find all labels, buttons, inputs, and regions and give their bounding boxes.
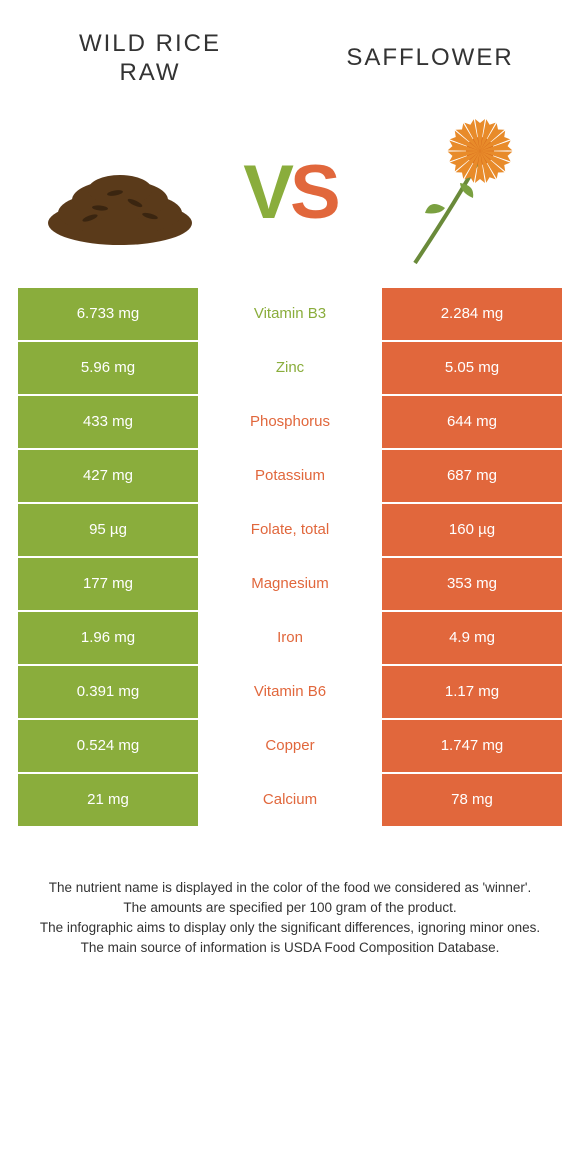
table-row: 5.96 mgZinc5.05 mg (18, 342, 562, 394)
nutrient-name-cell: Potassium (200, 450, 380, 502)
left-value-cell: 0.391 mg (18, 666, 198, 718)
right-value-cell: 78 mg (382, 774, 562, 826)
table-row: 177 mgMagnesium353 mg (18, 558, 562, 610)
header: Wild rice raw Safflower (0, 0, 580, 108)
right-value-cell: 1.747 mg (382, 720, 562, 772)
left-value-cell: 177 mg (18, 558, 198, 610)
wild-rice-icon (40, 138, 200, 248)
vs-v: V (243, 150, 290, 235)
nutrient-name-cell: Copper (200, 720, 380, 772)
table-row: 95 µgFolate, total160 µg (18, 504, 562, 556)
footer-line-1: The nutrient name is displayed in the co… (30, 878, 550, 898)
right-value-cell: 2.284 mg (382, 288, 562, 340)
left-value-cell: 5.96 mg (18, 342, 198, 394)
table-row: 0.524 mgCopper1.747 mg (18, 720, 562, 772)
right-value-cell: 687 mg (382, 450, 562, 502)
nutrient-name-cell: Zinc (200, 342, 380, 394)
right-food-image (380, 128, 540, 258)
left-food-title: Wild rice raw (50, 30, 250, 88)
left-food-image (40, 128, 200, 258)
right-value-cell: 644 mg (382, 396, 562, 448)
nutrient-name-cell: Folate, total (200, 504, 380, 556)
left-value-cell: 6.733 mg (18, 288, 198, 340)
right-value-cell: 4.9 mg (382, 612, 562, 664)
vs-label: VS (243, 149, 336, 236)
left-value-cell: 433 mg (18, 396, 198, 448)
safflower-icon (385, 113, 535, 273)
left-value-cell: 21 mg (18, 774, 198, 826)
right-value-cell: 160 µg (382, 504, 562, 556)
right-value-cell: 1.17 mg (382, 666, 562, 718)
table-row: 21 mgCalcium78 mg (18, 774, 562, 826)
footer-notes: The nutrient name is displayed in the co… (0, 828, 580, 959)
table-row: 0.391 mgVitamin B61.17 mg (18, 666, 562, 718)
footer-line-2: The amounts are specified per 100 gram o… (30, 898, 550, 918)
table-row: 427 mgPotassium687 mg (18, 450, 562, 502)
nutrient-name-cell: Phosphorus (200, 396, 380, 448)
nutrient-name-cell: Magnesium (200, 558, 380, 610)
nutrient-name-cell: Vitamin B3 (200, 288, 380, 340)
vs-s: S (290, 150, 337, 235)
right-food-title: Safflower (330, 44, 530, 73)
nutrient-name-cell: Vitamin B6 (200, 666, 380, 718)
footer-line-4: The main source of information is USDA F… (30, 938, 550, 958)
left-value-cell: 427 mg (18, 450, 198, 502)
left-value-cell: 1.96 mg (18, 612, 198, 664)
table-row: 433 mgPhosphorus644 mg (18, 396, 562, 448)
nutrient-name-cell: Calcium (200, 774, 380, 826)
right-value-cell: 353 mg (382, 558, 562, 610)
left-value-cell: 95 µg (18, 504, 198, 556)
images-row: VS (0, 108, 580, 288)
right-value-cell: 5.05 mg (382, 342, 562, 394)
nutrient-comparison-table: 6.733 mgVitamin B32.284 mg5.96 mgZinc5.0… (18, 288, 562, 826)
table-row: 1.96 mgIron4.9 mg (18, 612, 562, 664)
footer-line-3: The infographic aims to display only the… (30, 918, 550, 938)
table-row: 6.733 mgVitamin B32.284 mg (18, 288, 562, 340)
nutrient-name-cell: Iron (200, 612, 380, 664)
left-value-cell: 0.524 mg (18, 720, 198, 772)
